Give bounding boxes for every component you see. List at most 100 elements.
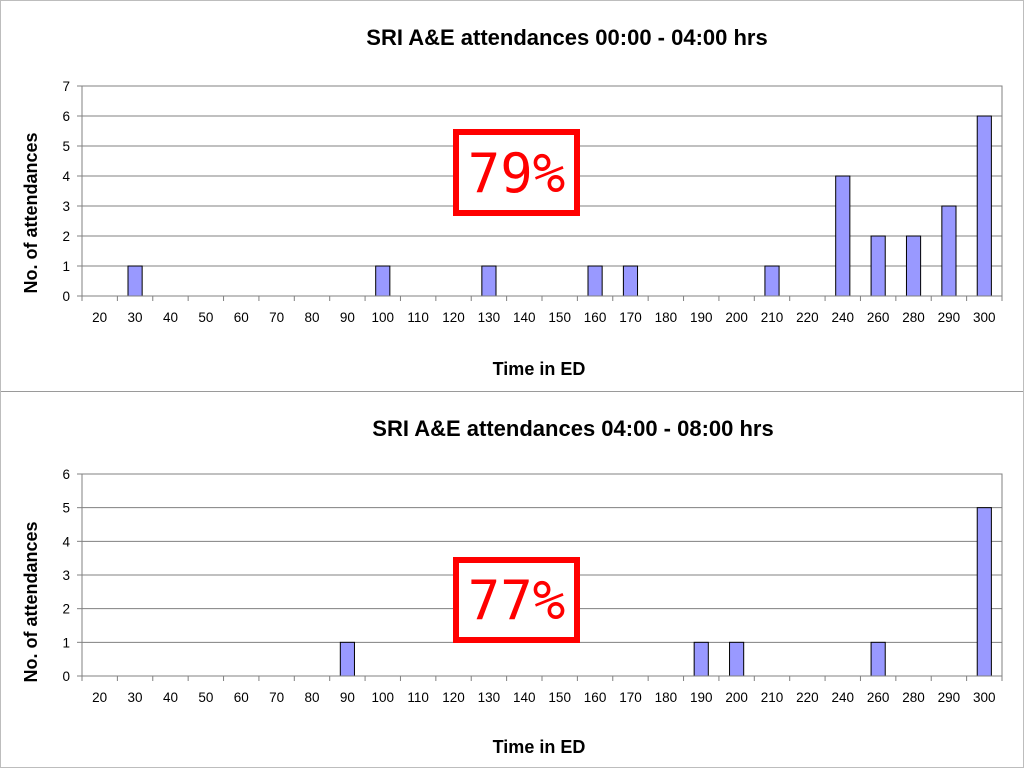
- y-tick-label: 3: [62, 568, 70, 583]
- x-tick-label: 190: [690, 310, 713, 325]
- y-axis-label: No. of attendances: [21, 132, 41, 293]
- x-tick-label: 180: [655, 690, 678, 705]
- x-tick-label: 170: [619, 310, 642, 325]
- chart-divider: [0, 391, 1024, 392]
- x-tick-label: 40: [163, 310, 178, 325]
- x-tick-label: 290: [938, 690, 961, 705]
- x-tick-label: 280: [902, 310, 925, 325]
- y-axis-label: No. of attendances: [21, 521, 41, 682]
- x-tick-label: 160: [584, 690, 607, 705]
- x-tick-label: 70: [269, 690, 284, 705]
- y-tick-label: 5: [62, 501, 70, 516]
- y-tick-label: 1: [62, 635, 70, 650]
- x-tick-label: 220: [796, 310, 819, 325]
- bar: [870, 641, 886, 677]
- chart-1: SRI A&E attendances 00:00 - 04:00 hrs No…: [21, 25, 1003, 379]
- x-tick-label: 80: [304, 310, 319, 325]
- x-tick-label: 210: [761, 690, 784, 705]
- y-tick-label: 7: [62, 79, 70, 94]
- y-tick-label: 2: [62, 602, 70, 617]
- x-tick-label: 140: [513, 310, 536, 325]
- y-tick-label: 1: [62, 259, 70, 274]
- x-ticks: 20 30 40 50 60 70 80 90 100 110 120 130 140 150 160 170…: [81, 676, 1003, 705]
- bar: [127, 265, 143, 297]
- x-tick-label: 130: [478, 310, 501, 325]
- bar: [375, 265, 391, 297]
- y-tick-label: 5: [62, 139, 70, 154]
- x-tick-label: 180: [655, 310, 678, 325]
- chart-title: SRI A&E attendances 00:00 - 04:00 hrs: [366, 25, 767, 50]
- callout-text: 77%: [468, 569, 566, 632]
- x-tick-label: 260: [867, 690, 890, 705]
- y-ticks: 0 1 2 3 4 5 6: [62, 467, 82, 684]
- x-tick-label: 120: [442, 310, 465, 325]
- bar: [941, 205, 957, 297]
- x-tick-label: 150: [548, 310, 571, 325]
- x-ticks: 20 30 40 50 60 70 80 90 100 110 120 130 140 150 160 170…: [81, 296, 1003, 325]
- x-tick-label: 280: [902, 690, 925, 705]
- bar: [835, 175, 851, 297]
- x-tick-label: 80: [304, 690, 319, 705]
- x-tick-label: 150: [548, 690, 571, 705]
- x-tick-label: 40: [163, 690, 178, 705]
- bar: [622, 265, 639, 297]
- x-tick-label: 60: [234, 310, 249, 325]
- x-tick-label: 140: [513, 690, 536, 705]
- x-tick-label: 100: [372, 310, 395, 325]
- chart-title: SRI A&E attendances 04:00 - 08:00 hrs: [372, 416, 773, 441]
- x-tick-label: 50: [198, 310, 213, 325]
- bar: [587, 265, 603, 297]
- y-tick-label: 0: [62, 289, 70, 304]
- x-tick-label: 300: [973, 310, 996, 325]
- y-tick-label: 4: [62, 169, 70, 184]
- bar: [905, 235, 922, 297]
- x-tick-label: 130: [478, 690, 501, 705]
- y-tick-label: 2: [62, 229, 70, 244]
- x-tick-label: 200: [725, 690, 748, 705]
- bar: [764, 265, 780, 297]
- x-tick-label: 90: [340, 310, 355, 325]
- x-tick-label: 70: [269, 310, 284, 325]
- x-tick-label: 260: [867, 310, 890, 325]
- bar: [976, 115, 992, 297]
- x-tick-label: 300: [973, 690, 996, 705]
- x-tick-label: 110: [407, 690, 429, 705]
- y-tick-label: 4: [62, 534, 70, 549]
- x-axis-label: Time in ED: [493, 737, 586, 757]
- callout-text: 79%: [468, 142, 566, 205]
- x-tick-label: 240: [832, 310, 855, 325]
- x-tick-label: 20: [92, 310, 107, 325]
- x-tick-label: 20: [92, 690, 107, 705]
- x-tick-label: 110: [407, 310, 429, 325]
- x-tick-label: 100: [372, 690, 395, 705]
- y-tick-label: 0: [62, 669, 70, 684]
- x-tick-label: 190: [690, 690, 713, 705]
- x-tick-label: 30: [128, 310, 143, 325]
- bar: [976, 507, 992, 677]
- x-tick-label: 210: [761, 310, 784, 325]
- bar: [870, 235, 886, 297]
- percentage-callout: 79%: [453, 129, 580, 216]
- bar: [693, 641, 709, 677]
- y-ticks: 0 1 2 3 4 5 6 7: [62, 79, 82, 304]
- chart-panel-1: SRI A&E attendances 00:00 - 04:00 hrs No…: [21, 25, 1003, 379]
- x-tick-label: 240: [832, 690, 855, 705]
- y-tick-label: 6: [62, 109, 70, 124]
- x-tick-label: 220: [796, 690, 819, 705]
- x-tick-label: 160: [584, 310, 607, 325]
- bar: [481, 265, 497, 297]
- x-tick-label: 290: [938, 310, 961, 325]
- x-tick-label: 120: [442, 690, 465, 705]
- y-tick-label: 3: [62, 199, 70, 214]
- x-tick-label: 30: [128, 690, 143, 705]
- x-tick-label: 90: [340, 690, 355, 705]
- x-axis-label: Time in ED: [493, 359, 586, 379]
- y-tick-label: 6: [62, 467, 70, 482]
- bar: [339, 641, 355, 677]
- x-tick-label: 170: [619, 690, 642, 705]
- x-tick-label: 200: [725, 310, 748, 325]
- bar: [729, 641, 745, 677]
- x-tick-label: 50: [198, 690, 213, 705]
- bars: [339, 507, 992, 677]
- chart-2: SRI A&E attendances 04:00 - 08:00 hrs No…: [21, 416, 1003, 757]
